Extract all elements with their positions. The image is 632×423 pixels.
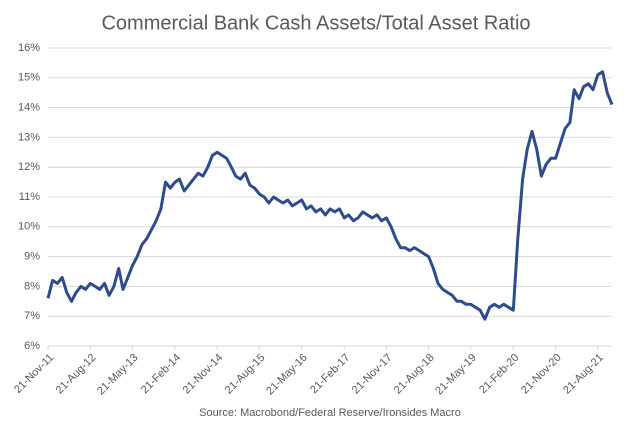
y-tick-label: 16% [18, 42, 40, 54]
x-tick-label: 21-Feb-20 [477, 352, 521, 396]
y-tick-label: 9% [24, 251, 40, 263]
source-note: Source: Macrobond/Federal Reserve/Ironsi… [199, 407, 461, 419]
x-tick-label: 21-Aug-18 [392, 352, 437, 397]
x-tick-label: 21-Aug-12 [54, 352, 99, 397]
x-tick-label: 21-Aug-21 [561, 352, 606, 397]
y-tick-label: 12% [18, 161, 40, 173]
x-tick-label: 21-Feb-17 [308, 352, 352, 396]
y-tick-label: 11% [19, 191, 40, 203]
x-tick-label: 21-Nov-20 [519, 352, 564, 397]
x-tick-label: 21-Feb-14 [139, 352, 183, 396]
data-line [46, 70, 614, 321]
x-tick-label: 21-May-19 [433, 352, 479, 398]
y-tick-label: 8% [24, 280, 40, 292]
y-tick-label: 14% [18, 102, 40, 114]
x-tick-label: 21-Aug-15 [223, 352, 268, 397]
x-tick-label: 21-May-13 [95, 352, 141, 398]
y-tick-label: 10% [18, 221, 40, 233]
y-tick-label: 7% [24, 310, 40, 322]
y-tick-label: 6% [24, 340, 40, 352]
y-tick-label: 13% [18, 131, 40, 143]
y-tick-label: 15% [18, 72, 40, 84]
x-tick-label: 21-Nov-17 [350, 352, 395, 397]
x-tick-label: 21-May-16 [264, 352, 310, 398]
x-tick-label: 21-Nov-11 [12, 352, 56, 396]
chart-title: Commercial Bank Cash Assets/Total Asset … [101, 12, 530, 34]
x-tick-label: 21-Nov-14 [181, 352, 226, 397]
